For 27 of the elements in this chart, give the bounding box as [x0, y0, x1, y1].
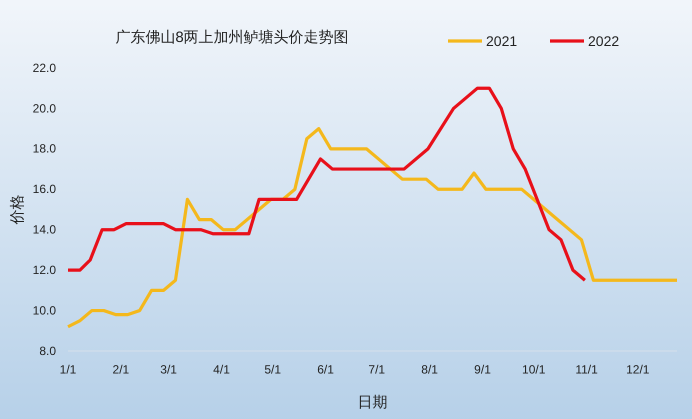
- y-tick-label: 22.0: [32, 60, 56, 75]
- y-tick-label: 18.0: [32, 142, 56, 156]
- x-axis-title: 日期: [358, 394, 388, 411]
- line-series: [66, 86, 586, 282]
- x-tick-label: 10/1: [522, 362, 546, 377]
- x-tick-label: 1/1: [60, 362, 77, 377]
- chart-title: 广东佛山8两上加州鲈塘头价走势图: [115, 29, 349, 46]
- x-tick-label: 12/1: [626, 362, 650, 377]
- y-tick-label: 8.0: [39, 344, 56, 358]
- x-tick-label: 2/1: [112, 362, 130, 377]
- y-tick-label: 16.0: [32, 182, 56, 196]
- x-tick-label: 5/1: [264, 362, 282, 377]
- y-axis-title: 价格: [9, 194, 26, 226]
- y-tick-label: 12.0: [32, 262, 56, 277]
- x-tick-label: 6/1: [317, 362, 334, 377]
- x-tick-label: 8/1: [421, 362, 438, 377]
- x-tick-label: 7/1: [368, 362, 386, 377]
- x-tick-label: 11/1: [575, 362, 598, 377]
- x-tick-label: 9/1: [474, 362, 492, 377]
- legend-label: 2021: [486, 33, 518, 49]
- line-series: [66, 127, 679, 328]
- legend-label: 2022: [588, 33, 620, 49]
- y-tick-label: 20.0: [32, 101, 56, 116]
- x-tick-label: 3/1: [160, 362, 178, 377]
- y-tick-label: 14.0: [32, 222, 56, 237]
- y-tick-label: 10.0: [32, 303, 56, 318]
- x-tick-label: 4/1: [213, 362, 230, 377]
